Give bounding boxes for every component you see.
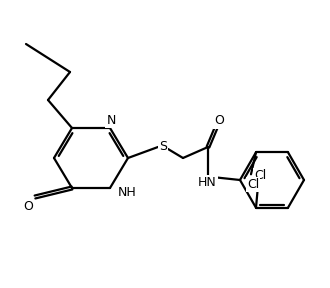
Text: HN: HN	[198, 177, 217, 190]
Text: NH: NH	[118, 187, 137, 200]
Text: Cl: Cl	[247, 178, 259, 191]
Text: S: S	[159, 139, 167, 153]
Text: O: O	[214, 115, 224, 128]
Text: N: N	[106, 113, 116, 126]
Text: O: O	[23, 200, 33, 213]
Text: Cl: Cl	[254, 169, 266, 182]
